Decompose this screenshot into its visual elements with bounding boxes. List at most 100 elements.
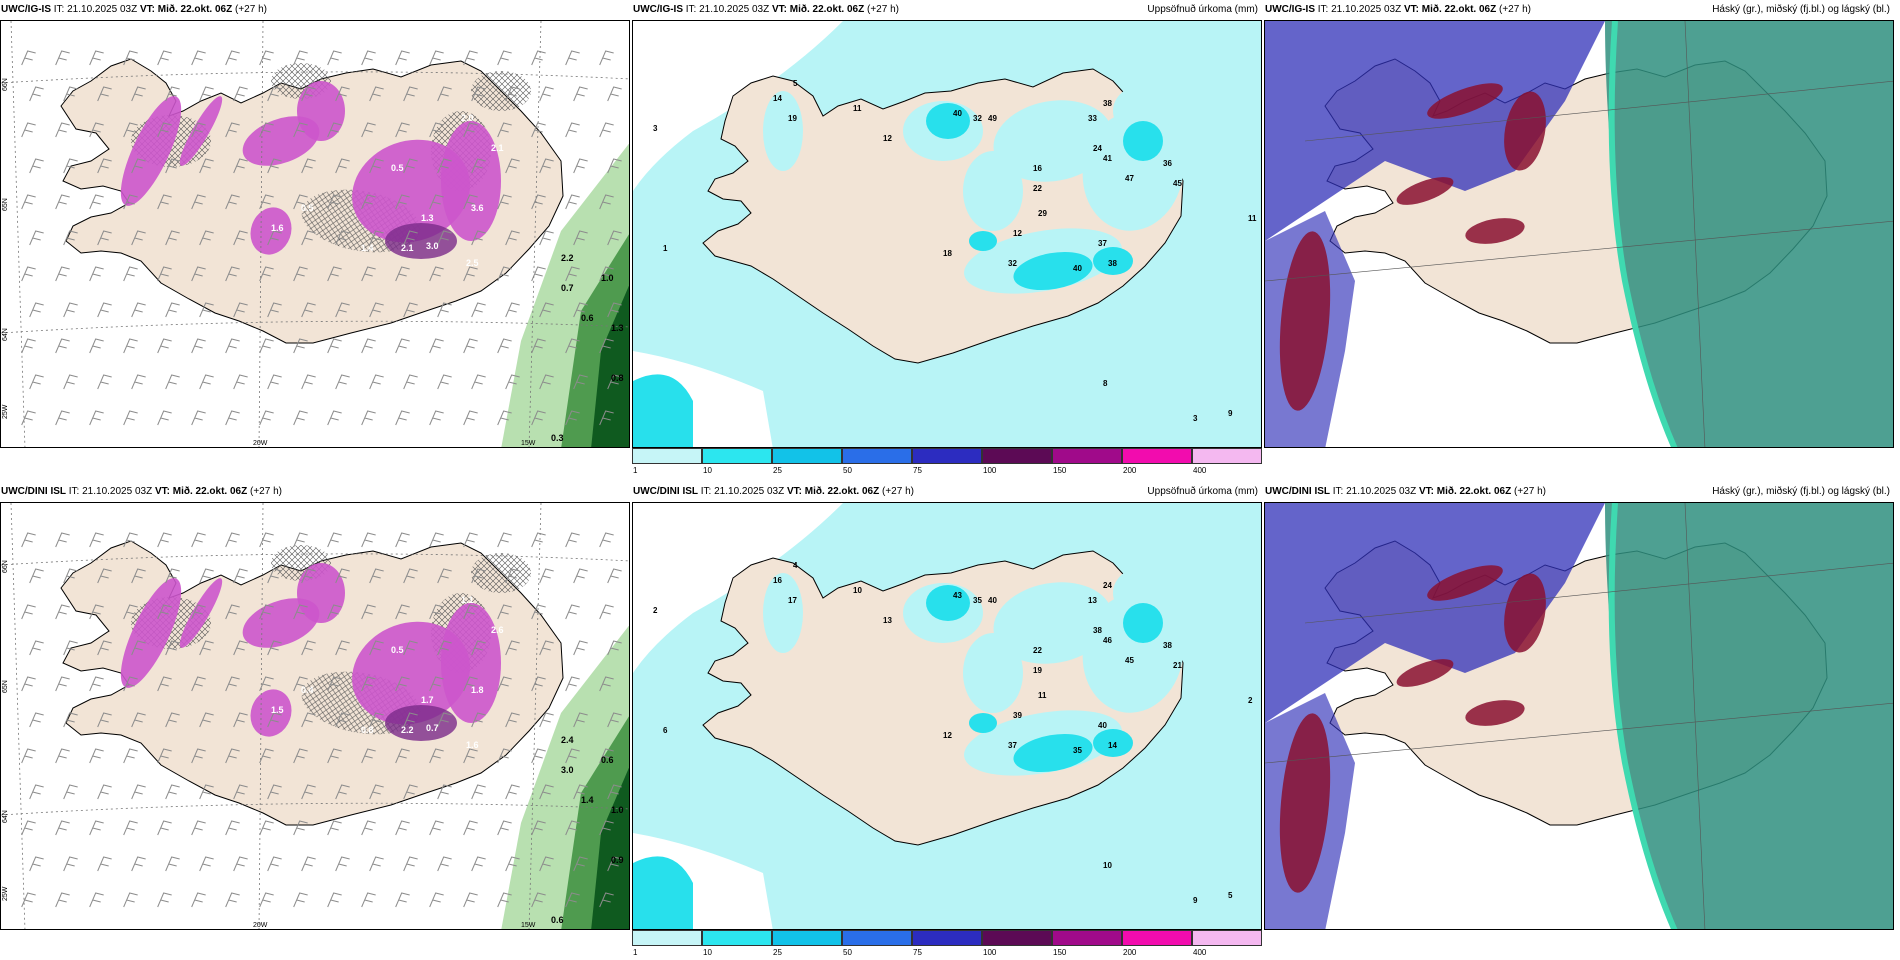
wind-barb [369, 86, 384, 102]
wind-barb [403, 856, 418, 872]
map-canvas [1265, 21, 1893, 447]
legend-swatch [982, 448, 1052, 464]
wind-barb [599, 266, 614, 282]
field-title: Uppsöfnuð úrkoma (mm) [1147, 4, 1258, 15]
precip-value: 6 [663, 726, 668, 735]
lead-time: (+27 h) [882, 486, 914, 497]
precip-area-moderate [1013, 251, 1093, 291]
wind-barb [437, 158, 452, 174]
wind-barb [21, 122, 36, 138]
snow-value: 0.5 [391, 163, 404, 173]
snow-value: 2.1 [401, 243, 414, 253]
wind-barb [565, 676, 580, 692]
wind-barb [123, 532, 138, 548]
wind-barb [29, 856, 44, 872]
wind-barb [335, 230, 350, 246]
snow-values: 1.1 2.6 0.5 1.7 0.8 1.8 2.4 3.0 1.4 0.6 1.0 0.9 1.6 0… [271, 595, 624, 925]
wind-barb [55, 748, 70, 764]
wind-barb [89, 410, 104, 426]
panel-title: UWC/DINI ISL IT: 21.10.2025 03Z VT: Mið.… [1264, 482, 1894, 502]
wind-barb [437, 302, 452, 318]
wind-barb [327, 122, 342, 138]
wind-barb [199, 784, 214, 800]
wind-barb [395, 820, 410, 836]
wind-barb [573, 158, 588, 174]
wind-barb [225, 194, 240, 210]
snow-value: 0.6 [581, 313, 594, 323]
wind-barb [123, 194, 138, 210]
wind-barb [369, 374, 384, 390]
wind-barb [369, 302, 384, 318]
wind-barb [369, 158, 384, 174]
legend-tick: 1 [633, 466, 638, 475]
map-panel: UWC/DINI ISL IT: 21.10.2025 03Z VT: Mið.… [632, 482, 1262, 957]
wind-barb [497, 748, 512, 764]
low-cloud [1504, 573, 1546, 653]
lead-time: (+27 h) [1514, 486, 1546, 497]
wind-barb [565, 122, 580, 138]
wind-barb [327, 532, 342, 548]
wind-barb [233, 856, 248, 872]
wind-barb [233, 374, 248, 390]
snow-value: 0.4 [301, 685, 314, 695]
wind-barb [21, 820, 36, 836]
wind-barb [327, 266, 342, 282]
wind-barb [259, 748, 274, 764]
wind-barb [89, 748, 104, 764]
wind-barb [301, 640, 316, 656]
wind-barb [327, 748, 342, 764]
wind-barb [395, 122, 410, 138]
wind-barb [361, 50, 376, 66]
low-cloud [1396, 659, 1454, 687]
wind-barb [539, 86, 554, 102]
wind-barb [21, 50, 36, 66]
precip-area-light [963, 151, 1023, 231]
wind-barb [599, 820, 614, 836]
precip-value: 35 [1073, 746, 1082, 755]
precip-value: 16 [773, 576, 782, 585]
snow-area [242, 116, 320, 166]
wind-barb [565, 748, 580, 764]
legend-swatch [702, 448, 772, 464]
wind-barb [395, 532, 410, 548]
wind-barb [403, 784, 418, 800]
snow-value: 2.0 [461, 113, 474, 123]
wind-barb [29, 568, 44, 584]
wind-barb [471, 568, 486, 584]
wind-barb [565, 604, 580, 620]
wind-barb [97, 158, 112, 174]
wind-barb [293, 410, 308, 426]
legend-tick: 50 [843, 948, 852, 957]
wind-barb [131, 158, 146, 174]
map-frame: 2 4 10 13 17 16 43 35 40 13 24 38 46 45 38 21 22 19 11 39 40… [632, 502, 1262, 930]
latitude-label: 65N [2, 198, 9, 211]
snow-value: 1.4 [361, 243, 374, 253]
wind-barb [335, 784, 350, 800]
rain-area-heavy [591, 767, 629, 929]
legend-swatch [842, 448, 912, 464]
graticule [1265, 503, 1893, 929]
wind-barb [531, 820, 546, 836]
latitude-label: 65N [2, 680, 9, 693]
low-cloud [1396, 177, 1454, 205]
wind-barb [335, 302, 350, 318]
wind-barb [97, 374, 112, 390]
precip-value: 5 [1228, 891, 1233, 900]
wind-barb [233, 784, 248, 800]
wind-barb [259, 338, 274, 354]
vt-label: VT: [786, 486, 802, 497]
wind-barb [497, 604, 512, 620]
wind-barb [497, 266, 512, 282]
precip-value: 46 [1103, 636, 1112, 645]
panel-title: UWC/IG-IS IT: 21.10.2025 03Z VT: Mið. 22… [1264, 0, 1894, 20]
precip-legend: 1 10 25 50 75 100 150 200 400 [632, 930, 1262, 960]
wind-barb [191, 122, 206, 138]
precip-value: 37 [1098, 239, 1107, 248]
wind-barb [131, 784, 146, 800]
precip-value: 35 [973, 596, 982, 605]
wind-barb [55, 338, 70, 354]
precip-value: 8 [1103, 379, 1108, 388]
precip-value: 24 [1103, 581, 1112, 590]
snow-value: 2.1 [491, 143, 504, 153]
